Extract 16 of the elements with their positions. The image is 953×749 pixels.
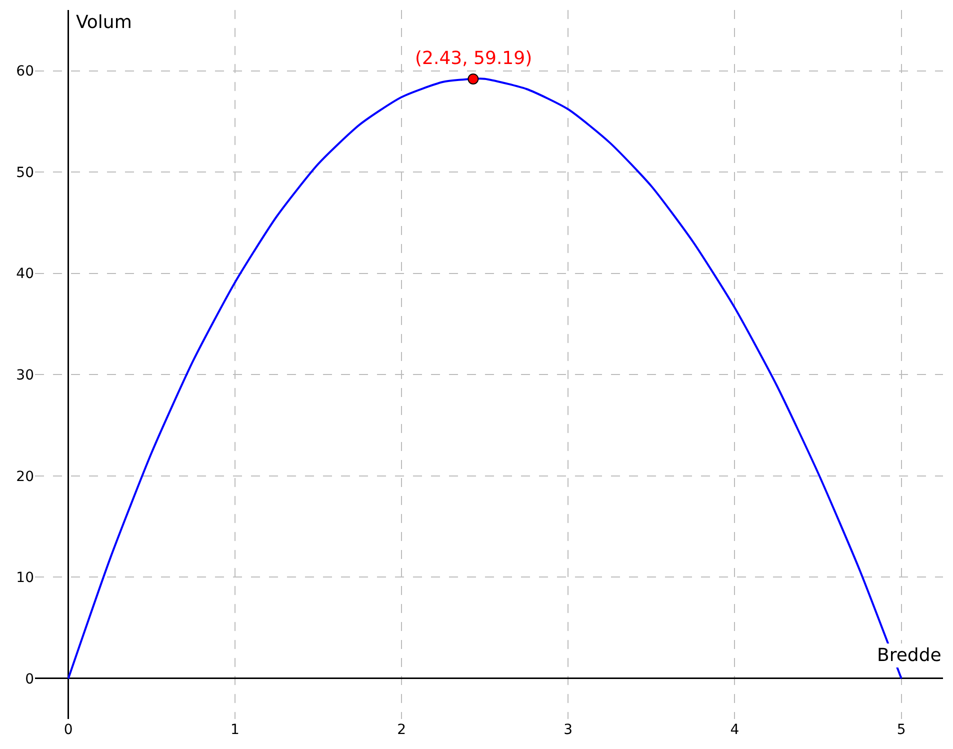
y-tick-label: 40	[16, 266, 34, 282]
annotation: (2.43, 59.19)	[415, 48, 532, 69]
y-tick-label: 30	[16, 368, 34, 384]
y-axis-title: Volum	[76, 12, 132, 33]
y-tick-label: 60	[16, 64, 34, 80]
x-tick-label: 4	[730, 722, 740, 738]
x-axis-title: Bredde	[877, 645, 942, 666]
x-tick-label: 1	[230, 722, 240, 738]
y-tick-label: 10	[16, 570, 34, 586]
y-tick-label: 20	[16, 468, 34, 485]
y-tick-label: 0	[25, 671, 34, 688]
x-tick-label: 3	[564, 722, 573, 738]
x-tick-label: 0	[64, 722, 73, 738]
x-tick-label: 5	[896, 722, 906, 738]
x-tick-label: 2	[397, 722, 406, 738]
y-tick-label: 50	[16, 164, 34, 181]
